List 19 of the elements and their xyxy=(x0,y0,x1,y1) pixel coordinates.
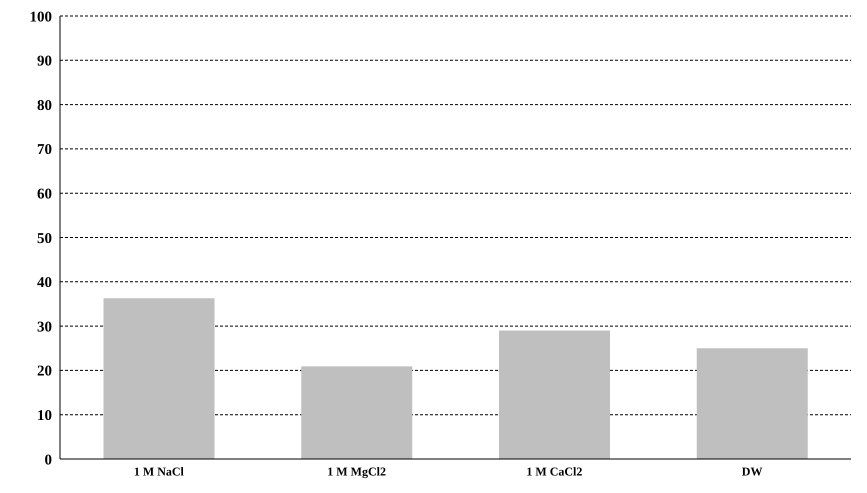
x-tick-label: 1 M CaCl2 xyxy=(526,464,582,479)
y-tick-label: 0 xyxy=(44,452,52,468)
x-tick-label: DW xyxy=(742,464,762,479)
bar xyxy=(301,366,412,459)
x-tick-label: 1 M NaCl xyxy=(134,464,185,479)
x-tick-label: 1 M MgCl2 xyxy=(327,464,386,479)
bar xyxy=(104,298,215,459)
y-tick-label: 30 xyxy=(37,319,52,336)
y-tick-label: 90 xyxy=(37,54,52,70)
y-tick-label: 80 xyxy=(37,98,52,114)
bar xyxy=(696,348,808,459)
y-tick-label: 10 xyxy=(37,408,52,424)
y-tick-label: 100 xyxy=(30,9,52,26)
y-tick-label: 70 xyxy=(37,142,52,158)
y-tick-label: 50 xyxy=(37,230,52,247)
y-tick-label: 20 xyxy=(37,364,52,380)
y-tick-label: 60 xyxy=(37,186,52,203)
y-tick-label: 40 xyxy=(37,275,52,292)
bar xyxy=(499,330,610,459)
